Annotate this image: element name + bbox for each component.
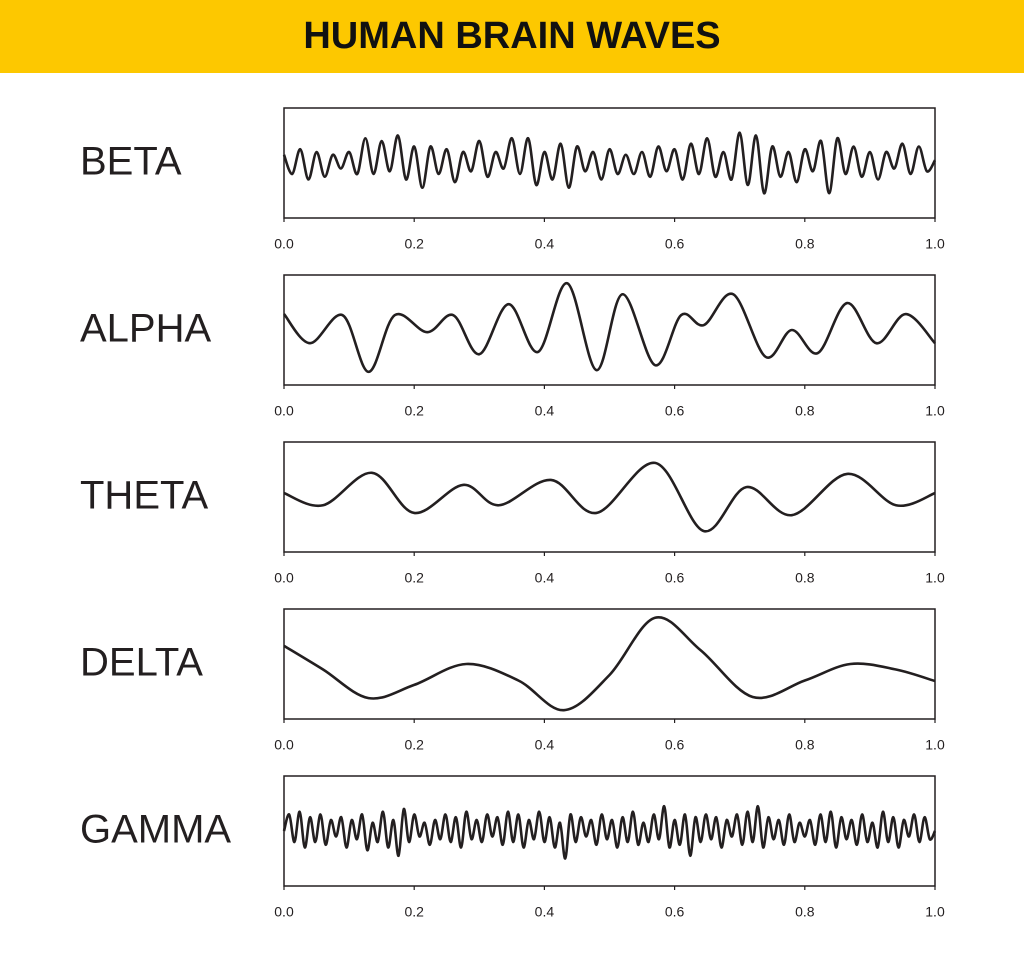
- wave-name: GAMMA: [80, 808, 231, 852]
- wave-line: [282, 804, 937, 860]
- x-tick-label: 0.8: [795, 236, 815, 252]
- x-tick-label: 1.0: [925, 236, 945, 252]
- x-tick-label: 1.0: [925, 904, 945, 920]
- x-tick-label: 0.4: [535, 737, 555, 753]
- x-tick-label: 0.6: [665, 403, 685, 419]
- x-tick-label: 0.6: [665, 236, 685, 252]
- plot-frame: [283, 274, 936, 386]
- wave-name: DELTA: [80, 641, 203, 685]
- wave-line: [283, 616, 936, 712]
- x-tick-label: 0.0: [274, 236, 294, 252]
- wave-line: [282, 281, 936, 374]
- x-tick-label: 0.4: [535, 904, 555, 920]
- x-tick-label: 0.6: [665, 737, 685, 753]
- x-tick-label: 0.4: [535, 403, 555, 419]
- header-band: [0, 0, 1024, 73]
- wave-name: THETA: [80, 474, 208, 518]
- x-tick-label: 0.2: [404, 570, 424, 586]
- x-tick-label: 0.2: [404, 403, 424, 419]
- x-tick-label: 0.6: [665, 570, 685, 586]
- x-tick-label: 0.2: [404, 904, 424, 920]
- plot-frame: [283, 608, 936, 720]
- x-tick-label: 0.0: [274, 403, 294, 419]
- wave-name: BETA: [80, 140, 182, 184]
- x-tick-label: 0.8: [795, 737, 815, 753]
- wave-line: [282, 131, 937, 195]
- x-tick-label: 0.2: [404, 737, 424, 753]
- x-tick-label: 0.4: [535, 236, 555, 252]
- wave-line: [283, 461, 936, 533]
- x-tick-label: 0.6: [665, 904, 685, 920]
- x-tick-label: 0.8: [795, 904, 815, 920]
- x-tick-label: 0.4: [535, 570, 555, 586]
- page-title: HUMAN BRAIN WAVES: [303, 15, 720, 57]
- x-tick-label: 0.0: [274, 904, 294, 920]
- x-tick-label: 0.2: [404, 236, 424, 252]
- x-tick-label: 0.0: [274, 737, 294, 753]
- x-tick-label: 1.0: [925, 570, 945, 586]
- x-tick-label: 0.0: [274, 570, 294, 586]
- plot-frame: [283, 441, 936, 553]
- x-tick-label: 1.0: [925, 403, 945, 419]
- plot-frame: [283, 107, 936, 219]
- wave-name: ALPHA: [80, 307, 211, 351]
- x-tick-label: 0.8: [795, 403, 815, 419]
- x-tick-label: 1.0: [925, 737, 945, 753]
- x-tick-label: 0.8: [795, 570, 815, 586]
